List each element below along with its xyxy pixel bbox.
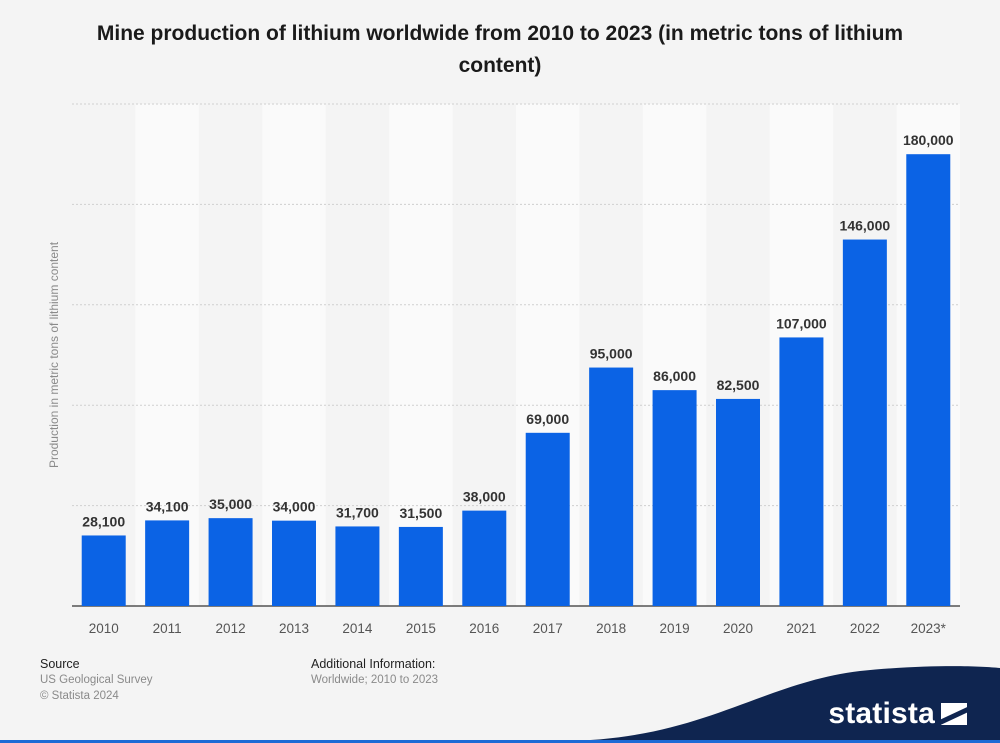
source-heading: Source [40, 657, 80, 671]
brand-name: statista [828, 697, 935, 730]
bar-2023*[interactable] [906, 154, 951, 606]
x-tick-2016: 2016 [469, 621, 499, 636]
x-tick-2023*: 2023* [911, 621, 947, 636]
bar-2011[interactable] [145, 520, 190, 606]
bar-2017[interactable] [525, 432, 570, 606]
statista-logo-icon [941, 703, 967, 725]
value-label-2018: 95,000 [590, 346, 633, 362]
value-label-2016: 38,000 [463, 489, 506, 505]
value-labels: 28,100 34,100 35,000 34,000 31,700 31,500 38,0… [82, 132, 954, 529]
x-tick-2020: 2020 [723, 621, 753, 636]
x-tick-2013: 2013 [279, 621, 309, 636]
bar-2019[interactable] [652, 390, 697, 606]
brand-footer: statista [0, 663, 1000, 743]
value-label-2013: 34,000 [273, 499, 316, 515]
bar-2014[interactable] [335, 526, 380, 606]
x-tick-2021: 2021 [786, 621, 816, 636]
x-tick-2014: 2014 [342, 621, 373, 636]
value-label-2012: 35,000 [209, 496, 252, 512]
x-tick-2018: 2018 [596, 621, 626, 636]
bar-2020[interactable] [716, 398, 760, 606]
value-label-2023*: 180,000 [903, 132, 954, 148]
bar-2021[interactable] [779, 337, 824, 606]
copyright: © Statista 2024 [40, 690, 119, 702]
bar-2012[interactable] [208, 518, 253, 606]
value-label-2019: 86,000 [653, 368, 696, 384]
value-label-2020: 82,500 [717, 377, 760, 393]
additional-info-text: Worldwide; 2010 to 2023 [311, 674, 439, 686]
bar-2015[interactable] [398, 526, 443, 606]
x-tick-2017: 2017 [533, 621, 563, 636]
value-label-2021: 107,000 [776, 315, 827, 331]
value-label-2010: 28,100 [82, 513, 125, 529]
bar-2013[interactable] [272, 520, 316, 606]
value-label-2015: 31,500 [399, 505, 442, 521]
bar-2010[interactable] [81, 535, 126, 606]
x-tick-2010: 2010 [89, 621, 119, 636]
x-tick-2012: 2012 [216, 621, 246, 636]
value-label-2022: 146,000 [840, 218, 891, 234]
source-block: Source US Geological Survey © Statista 2… [40, 656, 153, 704]
bars [81, 154, 951, 607]
brand-bottom-line [0, 740, 1000, 743]
x-tick-2019: 2019 [660, 621, 690, 636]
y-axis-label: Production in metric tons of lithium con… [47, 241, 61, 469]
band-5 [389, 104, 453, 606]
bar-2022[interactable] [842, 239, 887, 607]
value-label-2014: 31,700 [336, 504, 379, 520]
x-tick-2022: 2022 [850, 621, 880, 636]
additional-info-block: Additional Information: Worldwide; 2010 … [311, 656, 438, 688]
x-tick-labels: 2010 2011 2012 2013 2014 2015 2016 2017 2018 2019… [89, 621, 947, 636]
additional-info-heading: Additional Information: [311, 657, 436, 671]
brand-swoosh [0, 666, 1000, 743]
value-label-2011: 34,100 [146, 498, 189, 514]
value-label-2017: 69,000 [526, 411, 569, 427]
x-tick-2015: 2015 [406, 621, 436, 636]
x-tick-2011: 2011 [153, 621, 182, 636]
bar-2018[interactable] [589, 367, 634, 606]
statista-logo[interactable]: statista [828, 697, 967, 731]
chart-title: Mine production of lithium worldwide fro… [96, 22, 904, 77]
bar-chart: 28,100 34,100 35,000 34,000 31,700 31,500 38,0… [72, 103, 960, 636]
source-name[interactable]: US Geological Survey [40, 674, 153, 686]
bar-2016[interactable] [462, 510, 507, 606]
